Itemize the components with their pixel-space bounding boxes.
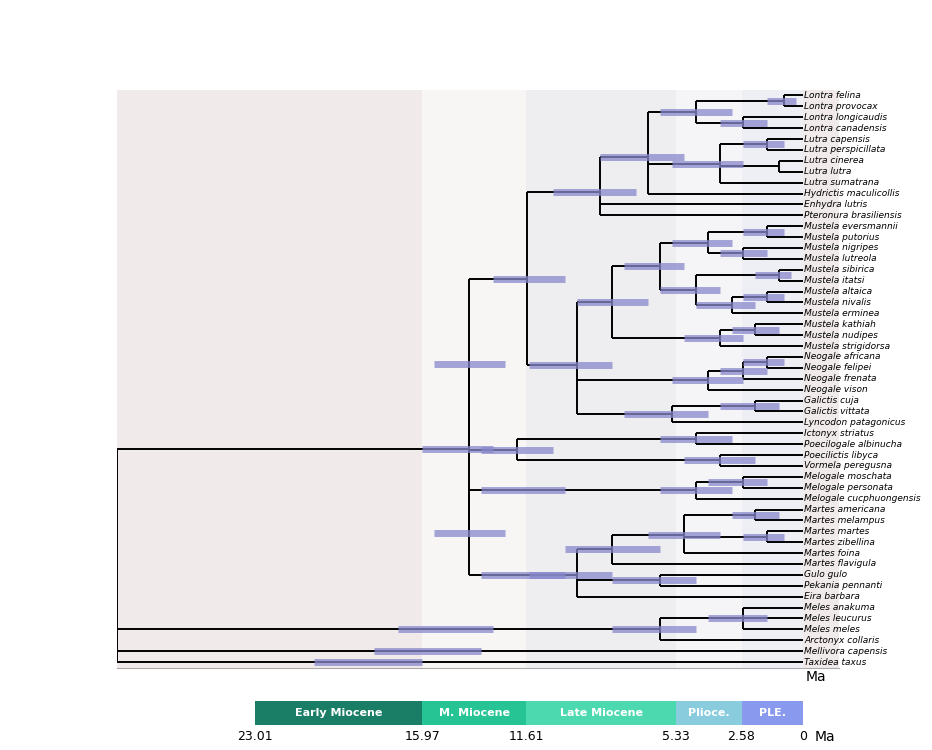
Text: Meles leucurus: Meles leucurus (804, 614, 871, 623)
Text: Mellivora capensis: Mellivora capensis (804, 646, 887, 656)
Text: Melogale moschata: Melogale moschata (804, 472, 892, 482)
Bar (676, 701, 742, 725)
Bar (527, 90, 676, 668)
Text: Ma: Ma (815, 730, 835, 744)
Text: Mustela putorius: Mustela putorius (804, 232, 880, 242)
Text: Mustela nigripes: Mustela nigripes (804, 244, 879, 253)
Text: Gulo gulo: Gulo gulo (804, 571, 847, 580)
Text: 0: 0 (799, 730, 807, 742)
Bar (254, 90, 422, 668)
Bar (527, 701, 676, 725)
Text: Poecilictis libyca: Poecilictis libyca (804, 451, 878, 460)
Text: Galictis cuja: Galictis cuja (804, 396, 859, 405)
Bar (742, 90, 803, 668)
Text: Plioce.: Plioce. (688, 708, 730, 718)
Text: Lontra longicaudis: Lontra longicaudis (804, 112, 887, 122)
Bar (254, 701, 422, 725)
Text: Martes zibellina: Martes zibellina (804, 538, 875, 547)
Text: Early Miocene: Early Miocene (295, 708, 382, 718)
Text: Lontra felina: Lontra felina (804, 91, 861, 100)
Text: Mustela nudipes: Mustela nudipes (804, 331, 878, 340)
Text: Lutra capensis: Lutra capensis (804, 134, 870, 143)
Bar (422, 701, 527, 725)
Text: Pekania pennanti: Pekania pennanti (804, 581, 883, 590)
Text: Ictonyx striatus: Ictonyx striatus (804, 429, 874, 438)
Text: Mustela nivalis: Mustela nivalis (804, 298, 871, 307)
Text: Taxidea taxus: Taxidea taxus (804, 658, 867, 667)
Text: Enhydra lutris: Enhydra lutris (804, 200, 868, 209)
Text: Mustela itatsi: Mustela itatsi (804, 276, 865, 285)
Text: Ma: Ma (805, 670, 826, 684)
Text: 11.61: 11.61 (509, 730, 544, 742)
Text: Mustela lutreola: Mustela lutreola (804, 254, 877, 263)
Text: Neogale frenata: Neogale frenata (804, 374, 877, 383)
Text: Mustela erminea: Mustela erminea (804, 309, 880, 318)
Bar (422, 90, 527, 668)
Text: Pteronura brasiliensis: Pteronura brasiliensis (804, 211, 902, 220)
Text: 5.33: 5.33 (662, 730, 690, 742)
Text: Lontra provocax: Lontra provocax (804, 102, 878, 111)
Text: Mustela kathiah: Mustela kathiah (804, 320, 876, 328)
Text: 15.97: 15.97 (404, 730, 440, 742)
Text: Vormela peregusna: Vormela peregusna (804, 461, 892, 470)
Text: Martes martes: Martes martes (804, 526, 870, 536)
Text: 23.01: 23.01 (237, 730, 272, 742)
Text: 2.58: 2.58 (728, 730, 756, 742)
Text: Melogale personata: Melogale personata (804, 483, 893, 492)
Text: Neogale felipei: Neogale felipei (804, 363, 871, 372)
Text: Meles meles: Meles meles (804, 625, 860, 634)
Text: Martes americana: Martes americana (804, 505, 885, 514)
Text: Lontra canadensis: Lontra canadensis (804, 124, 887, 133)
Text: Late Miocene: Late Miocene (559, 708, 643, 718)
Text: Galictis vittata: Galictis vittata (804, 407, 870, 416)
Text: Lutra sumatrana: Lutra sumatrana (804, 178, 880, 187)
Bar (676, 90, 742, 668)
Bar (742, 701, 803, 725)
Text: Neogale africana: Neogale africana (804, 352, 881, 362)
Text: Lyncodon patagonicus: Lyncodon patagonicus (804, 418, 906, 427)
Text: Eira barbara: Eira barbara (804, 592, 860, 602)
Text: Arctonyx collaris: Arctonyx collaris (804, 636, 880, 645)
Text: Lutra lutra: Lutra lutra (804, 167, 852, 176)
Text: Mustela eversmannii: Mustela eversmannii (804, 222, 898, 231)
Text: Mustela strigidorsa: Mustela strigidorsa (804, 341, 890, 350)
Text: Martes flavigula: Martes flavigula (804, 560, 876, 568)
Text: Lutra cinerea: Lutra cinerea (804, 156, 864, 165)
Text: Mustela altaica: Mustela altaica (804, 287, 872, 296)
Text: Melogale cucphuongensis: Melogale cucphuongensis (804, 494, 921, 503)
Text: PLE.: PLE. (759, 708, 786, 718)
Text: Lutra perspicillata: Lutra perspicillata (804, 146, 885, 154)
Text: Martes melampus: Martes melampus (804, 516, 885, 525)
Text: Hydrictis maculicollis: Hydrictis maculicollis (804, 189, 899, 198)
Text: M. Miocene: M. Miocene (439, 708, 510, 718)
Text: Neogale vison: Neogale vison (804, 386, 868, 394)
Text: Poecilogale albinucha: Poecilogale albinucha (804, 440, 902, 448)
Text: Martes foina: Martes foina (804, 548, 860, 557)
Text: Meles anakuma: Meles anakuma (804, 603, 875, 612)
Text: Mustela sibirica: Mustela sibirica (804, 266, 874, 274)
